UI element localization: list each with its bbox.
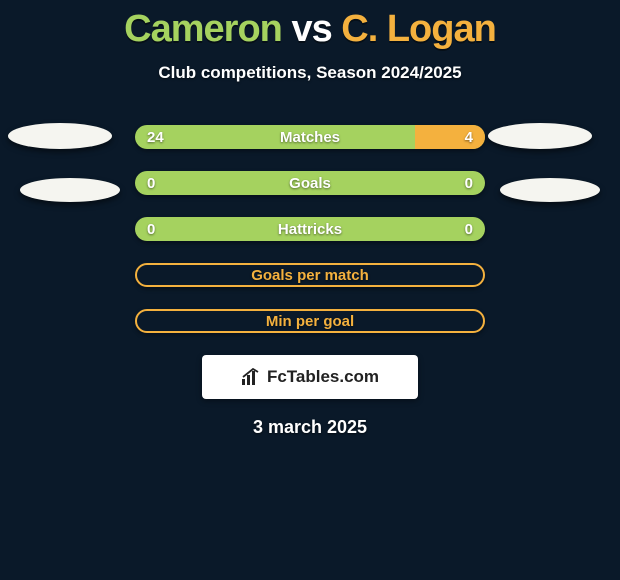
stat-row: 244Matches (135, 125, 485, 149)
subtitle: Club competitions, Season 2024/2025 (0, 63, 620, 83)
vs-separator: vs (291, 8, 331, 50)
avatar-placeholder (8, 123, 112, 149)
stat-row: 00Hattricks (135, 217, 485, 241)
stat-row: Goals per match (135, 263, 485, 287)
logo-text: FcTables.com (241, 367, 379, 387)
stats-bars: 244Matches 00Goals 00Hattricks Goals per ma… (135, 125, 485, 333)
source-logo: FcTables.com (202, 355, 418, 399)
stat-label: Hattricks (135, 217, 485, 241)
comparison-title: Cameron vs C. Logan (0, 0, 620, 51)
stat-label: Goals (135, 171, 485, 195)
stat-label: Min per goal (137, 311, 483, 331)
logo-label: FcTables.com (267, 367, 379, 387)
avatar-placeholder (488, 123, 592, 149)
chart-icon (241, 368, 263, 386)
player2-name: C. Logan (341, 8, 496, 50)
player1-name: Cameron (124, 8, 282, 50)
stat-label: Matches (135, 125, 485, 149)
avatar-placeholder (500, 178, 600, 202)
stat-row: 00Goals (135, 171, 485, 195)
stat-label: Goals per match (137, 265, 483, 285)
date: 3 march 2025 (0, 417, 620, 438)
stat-row: Min per goal (135, 309, 485, 333)
avatar-placeholder (20, 178, 120, 202)
